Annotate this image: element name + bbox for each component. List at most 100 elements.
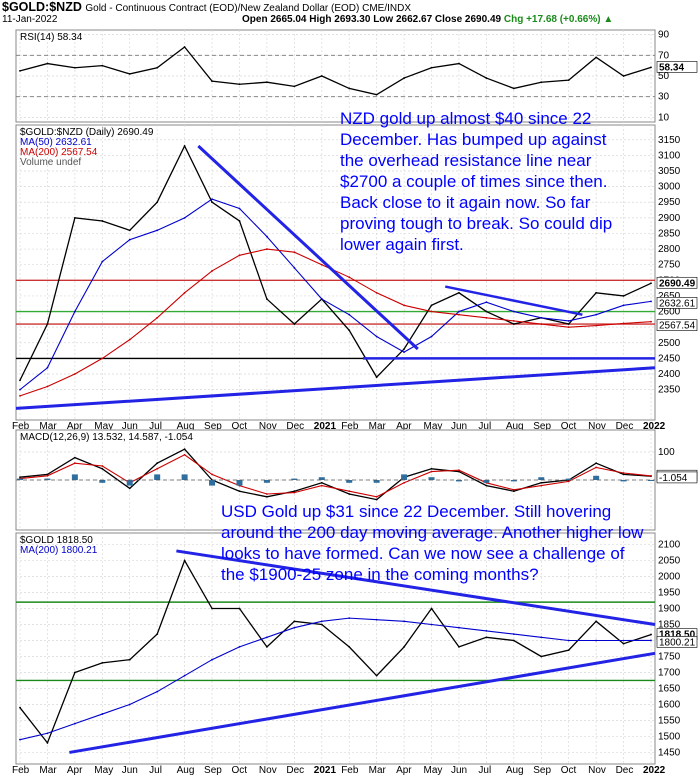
data-point	[403, 77, 405, 79]
data-point	[650, 282, 652, 285]
data-point	[266, 495, 268, 498]
data-point	[567, 320, 570, 322]
upper-wedge-trendline	[444, 285, 583, 316]
x-tick-label: Nov	[259, 421, 277, 432]
data-point	[293, 323, 296, 325]
data-point	[293, 626, 296, 629]
y-tick-label: 2900	[658, 213, 681, 224]
data-point	[211, 198, 213, 200]
data-point	[512, 310, 515, 313]
nzd-annotation-line: $2700 a couple of times since then.	[340, 172, 607, 191]
macd-histogram-bar	[593, 475, 600, 480]
data-point	[46, 473, 49, 476]
data-point	[128, 658, 131, 661]
macd-histogram-bar	[154, 474, 161, 480]
data-point	[320, 623, 323, 626]
data-point	[211, 658, 213, 661]
data-point	[156, 467, 159, 470]
x-tick-label: 2022	[643, 421, 666, 432]
value-label-box	[656, 636, 698, 648]
data-point	[348, 329, 351, 332]
data-point	[485, 77, 488, 79]
data-point	[73, 310, 76, 313]
data-point	[211, 201, 213, 204]
data-point	[650, 300, 652, 303]
data-point	[211, 473, 213, 476]
data-point	[128, 338, 131, 341]
y-tick-label: 2850	[658, 228, 681, 239]
data-point	[512, 323, 515, 325]
macd-histogram-bar	[263, 480, 270, 483]
data-point	[348, 276, 351, 279]
data-point	[622, 295, 625, 297]
x-tick-label: Dec	[286, 765, 304, 776]
y-tick-label: 2450	[658, 353, 681, 364]
data-point	[348, 313, 351, 316]
x-tick-label: Dec	[616, 765, 634, 776]
panel-frame	[15, 532, 656, 765]
data-point	[128, 238, 131, 241]
usd-annotation-line: around the 200 day moving average. Anoth…	[221, 523, 644, 542]
y-tick-label: 2400	[658, 369, 681, 380]
value-label-box	[656, 61, 698, 73]
y-tick-label: 1450	[658, 747, 681, 758]
y-tick-label: 1900	[658, 604, 681, 615]
data-point	[567, 639, 570, 642]
y-tick-label: 2350	[658, 385, 681, 396]
macd-histogram-bar	[99, 480, 106, 483]
data-point	[375, 618, 378, 621]
legend-entry: MACD(12,26,9) 13.532, 14.587, -1.054	[20, 432, 193, 443]
x-tick-label: 2021	[314, 765, 337, 776]
data-point	[375, 335, 378, 338]
x-tick-label: Mar	[39, 421, 57, 432]
open-value: Open 2665.04	[242, 14, 307, 25]
data-point	[595, 56, 598, 59]
data-point	[156, 201, 159, 204]
data-point	[211, 270, 213, 272]
data-point	[320, 484, 323, 487]
data-point	[430, 607, 433, 610]
data-point	[238, 207, 241, 210]
y-tick-label: 3150	[658, 135, 681, 146]
data-point	[46, 385, 49, 388]
x-tick-label: Dec	[286, 421, 304, 432]
macd-histogram-bar	[648, 480, 654, 481]
x-tick-label: Aug	[506, 765, 524, 776]
macd-histogram-bar	[291, 478, 298, 480]
data-point	[73, 671, 76, 674]
data-point	[266, 81, 268, 84]
x-tick-label: May	[94, 421, 113, 432]
y-tick-label: 2650	[658, 291, 681, 302]
x-tick-label: Jun	[451, 765, 467, 776]
y-tick-label: 1850	[658, 620, 681, 631]
value-label-box	[656, 297, 698, 309]
macd-histogram-bar	[181, 474, 188, 480]
data-point	[320, 263, 323, 266]
data-point	[46, 741, 49, 744]
macd-histogram-bar	[401, 474, 408, 480]
x-tick-label: Nov	[588, 421, 606, 432]
x-tick-label: Dec	[616, 421, 634, 432]
data-point	[540, 655, 543, 658]
data-point	[622, 75, 625, 77]
x-tick-label: Apr	[67, 765, 83, 776]
y-tick-label: 1550	[658, 715, 681, 726]
chart-date: 11-Jan-2022	[2, 14, 58, 25]
data-point	[266, 646, 268, 648]
data-point	[156, 462, 159, 465]
descending-trendline	[176, 549, 656, 626]
data-point	[375, 498, 378, 501]
data-point	[238, 83, 241, 86]
data-point	[101, 465, 104, 467]
y-tick-label: 70	[658, 50, 670, 61]
x-tick-label: Aug	[177, 421, 195, 432]
symbol-title: $GOLD:$NZD	[2, 0, 82, 14]
data-point	[430, 66, 433, 69]
data-point	[183, 46, 186, 48]
data-point	[101, 357, 104, 360]
data-point	[458, 470, 460, 473]
data-point	[101, 64, 104, 67]
data-point	[622, 639, 625, 642]
data-point	[567, 649, 570, 651]
change-value: Chg +17.68 (+0.66%)	[503, 14, 601, 25]
